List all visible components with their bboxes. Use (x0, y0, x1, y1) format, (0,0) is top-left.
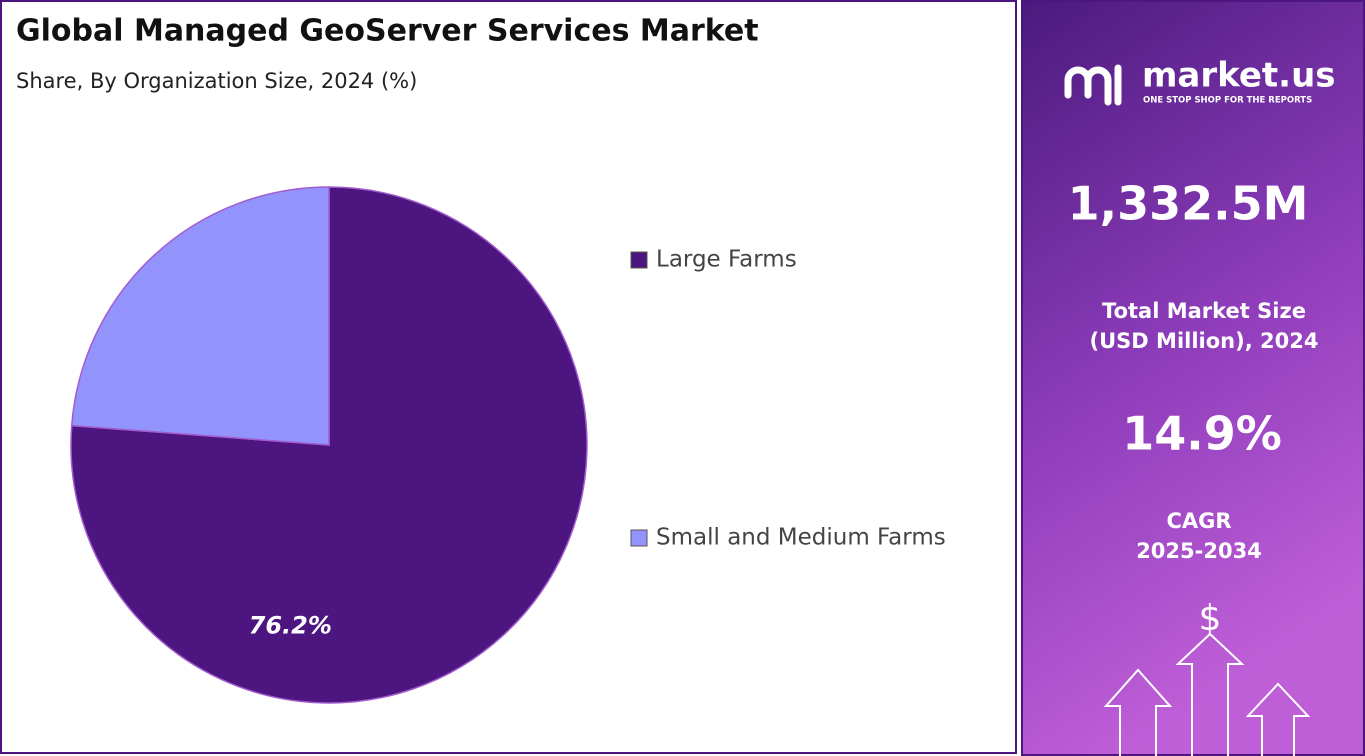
market-size-label: Total Market Size (1102, 299, 1306, 323)
cagr: 14.9% (1122, 407, 1282, 461)
chart-title: Global Managed GeoServer Services Market (16, 14, 759, 49)
side-panel (1021, 0, 1365, 756)
legend-swatch (630, 529, 648, 547)
cagr-label: CAGR (1166, 509, 1231, 533)
pie: 76.2% (70, 186, 588, 704)
value-label: 76.2% (249, 612, 332, 640)
logo-text: market.us (1142, 56, 1336, 96)
chart-subtitle: Share, By Organization Size, 2024 (%) (16, 69, 417, 93)
legend: Large Farms Small and Medium Farms (630, 247, 946, 551)
logo-tagline: ONE STOP SHOP FOR THE REPORTS (1143, 96, 1312, 106)
cagr-label: 2025-2034 (1136, 539, 1262, 563)
legend-swatch (630, 251, 648, 269)
legend-label: Small and Medium Farms (656, 525, 946, 551)
pie-slice (70, 186, 330, 446)
arrows-icon (1103, 632, 1311, 756)
legend-label: Large Farms (656, 247, 797, 273)
dollar-icon: $ (1199, 598, 1222, 639)
market-size-label: (USD Million), 2024 (1090, 329, 1319, 353)
logo (1064, 64, 1122, 106)
market-size: 1,332.5M (1068, 177, 1309, 231)
